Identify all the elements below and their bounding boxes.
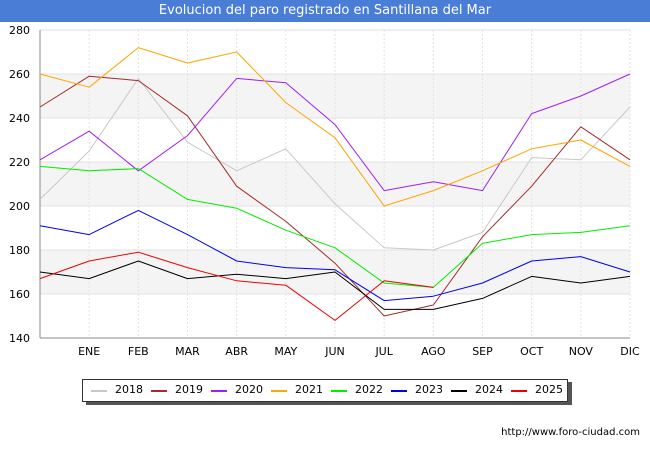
series-line-2021 bbox=[39, 47, 631, 207]
series-line-2025 bbox=[39, 251, 434, 321]
series-line-2020 bbox=[39, 73, 631, 192]
x-tick-label: MAY bbox=[274, 345, 297, 358]
legend-swatch bbox=[271, 390, 287, 392]
chart-title: Evolucion del paro registrado en Santill… bbox=[158, 3, 492, 18]
legend-label: 2019 bbox=[175, 383, 203, 396]
y-tick-label: 140 bbox=[9, 332, 30, 345]
legend-label: 2018 bbox=[115, 383, 143, 396]
y-tick-label: 200 bbox=[9, 200, 30, 213]
legend-swatch bbox=[211, 390, 227, 392]
x-tick-label: NOV bbox=[569, 345, 594, 358]
legend-label: 2025 bbox=[535, 383, 563, 396]
series-line-2019 bbox=[39, 75, 631, 317]
legend-label: 2021 bbox=[295, 383, 323, 396]
x-tick-label: SEP bbox=[472, 345, 493, 358]
y-tick-label: 280 bbox=[9, 24, 30, 37]
series-line-2018 bbox=[39, 77, 631, 251]
x-tick-label: DIC bbox=[620, 345, 640, 358]
y-tick-label: 260 bbox=[9, 68, 30, 81]
x-tick-label: MAR bbox=[175, 345, 200, 358]
legend-swatch bbox=[151, 390, 167, 392]
x-tick-label: OCT bbox=[520, 345, 543, 358]
x-tick-label: FEB bbox=[128, 345, 149, 358]
legend-label: 2022 bbox=[355, 383, 383, 396]
source-credit: http://www.foro-ciudad.com bbox=[501, 427, 640, 438]
legend-swatch bbox=[91, 390, 107, 392]
x-tick-label: AGO bbox=[421, 345, 446, 358]
y-tick-label: 180 bbox=[9, 244, 30, 257]
x-tick-label: ENE bbox=[78, 345, 100, 358]
legend-label: 2024 bbox=[475, 383, 503, 396]
legend-swatch bbox=[511, 390, 527, 392]
y-tick-label: 220 bbox=[9, 156, 30, 169]
legend: 2018 2019 2020 2021 2022 2023 2024 2025 bbox=[82, 379, 568, 402]
x-tick-label: JUL bbox=[374, 345, 393, 358]
title-bar bbox=[0, 0, 650, 22]
y-tick-label: 240 bbox=[9, 112, 30, 125]
legend-label: 2023 bbox=[415, 383, 443, 396]
legend-swatch bbox=[391, 390, 407, 392]
x-tick-label: JUN bbox=[324, 345, 345, 358]
y-tick-label: 160 bbox=[9, 288, 30, 301]
x-tick-label: ABR bbox=[225, 345, 248, 358]
legend-swatch bbox=[331, 390, 347, 392]
series-line-2023 bbox=[39, 209, 631, 302]
legend-swatch bbox=[451, 390, 467, 392]
series-line-2022 bbox=[39, 165, 631, 288]
series-line-2024 bbox=[39, 260, 631, 310]
legend-label: 2020 bbox=[235, 383, 263, 396]
